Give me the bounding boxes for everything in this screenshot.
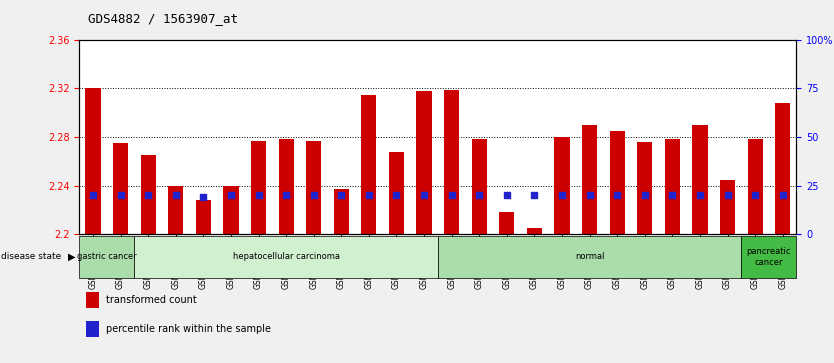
Point — [114, 192, 128, 198]
Point — [224, 192, 238, 198]
Bar — [692, 125, 707, 234]
Bar — [87, 292, 99, 308]
Bar — [251, 141, 266, 234]
Bar — [196, 200, 211, 234]
Text: percentile rank within the sample: percentile rank within the sample — [107, 324, 272, 334]
Text: normal: normal — [575, 252, 605, 261]
Bar — [113, 143, 128, 234]
Point — [473, 192, 486, 198]
Text: transformed count: transformed count — [107, 295, 197, 305]
Bar — [747, 139, 762, 234]
Bar — [224, 185, 239, 234]
Point — [693, 192, 706, 198]
Bar — [85, 89, 101, 234]
Bar — [720, 180, 735, 234]
Bar — [279, 139, 294, 234]
Bar — [741, 236, 796, 278]
Point — [87, 192, 100, 198]
Bar — [500, 212, 515, 234]
Bar — [637, 142, 652, 234]
Bar — [141, 155, 156, 234]
Point — [279, 192, 293, 198]
Text: disease state: disease state — [1, 252, 61, 261]
Text: pancreatic
cancer: pancreatic cancer — [746, 247, 791, 266]
Point — [307, 192, 320, 198]
Point — [445, 192, 459, 198]
Bar — [79, 236, 134, 278]
Point — [417, 192, 430, 198]
Point — [610, 192, 624, 198]
Bar — [306, 141, 321, 234]
Text: GDS4882 / 1563907_at: GDS4882 / 1563907_at — [88, 12, 238, 25]
Bar — [438, 236, 741, 278]
Point — [638, 192, 651, 198]
Bar — [334, 189, 349, 234]
Bar — [610, 131, 625, 234]
Bar — [582, 125, 597, 234]
Point — [748, 192, 761, 198]
Bar — [775, 103, 791, 234]
Point — [252, 192, 265, 198]
Bar — [361, 94, 376, 234]
Point — [583, 192, 596, 198]
Point — [389, 192, 403, 198]
Point — [721, 192, 734, 198]
Point — [500, 192, 514, 198]
Bar — [87, 321, 99, 337]
Bar — [444, 90, 460, 234]
Bar — [555, 137, 570, 234]
Bar — [665, 139, 680, 234]
Bar — [527, 228, 542, 234]
Point — [528, 192, 541, 198]
Text: ▶: ▶ — [68, 252, 75, 262]
Point — [197, 194, 210, 200]
Point — [666, 192, 679, 198]
Point — [555, 192, 569, 198]
Text: gastric cancer: gastric cancer — [77, 252, 137, 261]
Text: hepatocellular carcinoma: hepatocellular carcinoma — [233, 252, 339, 261]
Bar — [134, 236, 438, 278]
Bar — [472, 139, 487, 234]
Point — [334, 192, 348, 198]
Point — [142, 192, 155, 198]
Bar — [416, 91, 432, 234]
Bar — [389, 152, 404, 234]
Point — [169, 192, 183, 198]
Point — [362, 192, 375, 198]
Bar — [168, 185, 183, 234]
Point — [776, 192, 789, 198]
